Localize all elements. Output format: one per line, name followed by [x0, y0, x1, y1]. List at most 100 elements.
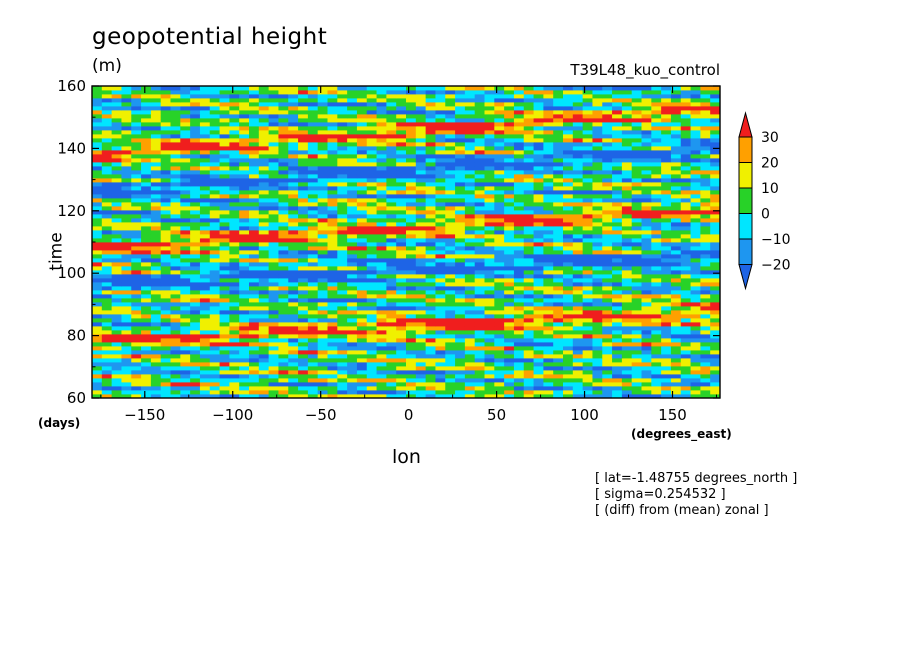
- heatmap-cell: [406, 190, 417, 195]
- heatmap-cell: [425, 394, 436, 399]
- heatmap-cell: [258, 290, 270, 295]
- heatmap-cell: [494, 350, 505, 355]
- heatmap-cell: [415, 210, 427, 215]
- heatmap-cell: [455, 250, 466, 255]
- heatmap-cell: [92, 370, 103, 375]
- heatmap-cell: [298, 198, 309, 203]
- heatmap-cell: [533, 334, 544, 339]
- heatmap-cell: [592, 170, 603, 175]
- heatmap-cell: [337, 394, 348, 399]
- heatmap-cell: [366, 278, 377, 283]
- heatmap-cell: [337, 206, 348, 211]
- heatmap-cell: [563, 226, 574, 231]
- heatmap-cell: [455, 134, 466, 139]
- heatmap-cell: [641, 334, 652, 339]
- heatmap-cell: [396, 274, 407, 279]
- heatmap-cell: [513, 294, 525, 299]
- heatmap-cell: [278, 310, 289, 315]
- experiment-label: T39L48_kuo_control: [570, 61, 720, 79]
- heatmap-cell: [209, 362, 220, 367]
- heatmap-cell: [523, 122, 534, 127]
- heatmap-cell: [572, 102, 584, 107]
- heatmap-cell: [101, 346, 113, 351]
- heatmap-cell: [249, 282, 260, 287]
- heatmap-cell: [464, 306, 476, 311]
- heatmap-cell: [484, 262, 495, 267]
- heatmap-cell: [249, 86, 260, 91]
- heatmap-cell: [513, 254, 525, 259]
- heatmap-cell: [710, 286, 721, 291]
- heatmap-cell: [455, 174, 466, 179]
- heatmap-cell: [396, 390, 407, 395]
- heatmap-cell: [386, 98, 397, 103]
- heatmap-cell: [386, 166, 397, 171]
- heatmap-cell: [337, 362, 348, 367]
- heatmap-cell: [563, 126, 574, 131]
- heatmap-cell: [455, 226, 466, 231]
- heatmap-cell: [621, 142, 633, 147]
- heatmap-cell: [141, 302, 152, 307]
- heatmap-cell: [415, 142, 427, 147]
- heatmap-cell: [347, 130, 358, 135]
- heatmap-cell: [396, 170, 407, 175]
- heatmap-cell: [582, 186, 593, 191]
- heatmap-cell: [700, 306, 711, 311]
- heatmap-cell: [376, 310, 387, 315]
- heatmap-cell: [229, 394, 240, 399]
- heatmap-cell: [533, 394, 544, 399]
- heatmap-cell: [464, 302, 476, 307]
- heatmap-cell: [513, 298, 525, 303]
- heatmap-cell: [239, 190, 250, 195]
- heatmap-cell: [543, 146, 554, 151]
- heatmap-cell: [92, 346, 103, 351]
- heatmap-cell: [356, 290, 368, 295]
- heatmap-cell: [366, 150, 377, 155]
- heatmap-cell: [121, 134, 132, 139]
- heatmap-cell: [160, 326, 171, 331]
- heatmap-cell: [249, 334, 260, 339]
- heatmap-cell: [661, 94, 672, 99]
- heatmap-cell: [307, 214, 319, 219]
- heatmap-cell: [347, 114, 358, 119]
- heatmap-cell: [445, 198, 456, 203]
- heatmap-cell: [307, 318, 319, 323]
- heatmap-cell: [327, 374, 338, 379]
- heatmap-cell: [199, 106, 211, 111]
- heatmap-cell: [445, 294, 456, 299]
- heatmap-cell: [121, 222, 132, 227]
- heatmap-cell: [209, 198, 220, 203]
- heatmap-cell: [592, 110, 603, 115]
- heatmap-cell: [484, 206, 495, 211]
- heatmap-cell: [307, 342, 319, 347]
- heatmap-cell: [337, 258, 348, 263]
- heatmap-cell: [347, 282, 358, 287]
- heatmap-cell: [582, 246, 593, 251]
- heatmap-cell: [631, 114, 642, 119]
- heatmap-cell: [209, 298, 220, 303]
- heatmap-cell: [298, 390, 309, 395]
- heatmap-cell: [386, 254, 397, 259]
- heatmap-cell: [337, 122, 348, 127]
- heatmap-cell: [700, 98, 711, 103]
- heatmap-cell: [92, 306, 103, 311]
- heatmap-cell: [356, 326, 368, 331]
- heatmap-cell: [513, 186, 525, 191]
- heatmap-cell: [170, 270, 181, 275]
- heatmap-cell: [219, 354, 230, 359]
- heatmap-cell: [651, 262, 662, 267]
- heatmap-cell: [268, 294, 279, 299]
- heatmap-cell: [612, 150, 623, 155]
- heatmap-cell: [288, 146, 299, 151]
- heatmap-cell: [288, 162, 299, 167]
- heatmap-cell: [563, 142, 574, 147]
- heatmap-cell: [651, 206, 662, 211]
- heatmap-cell: [533, 242, 544, 247]
- heatmap-cell: [199, 306, 211, 311]
- heatmap-cell: [435, 386, 446, 391]
- heatmap-cell: [631, 318, 642, 323]
- heatmap-cell: [199, 230, 211, 235]
- heatmap-cell: [474, 266, 485, 271]
- heatmap-cell: [464, 338, 476, 343]
- heatmap-cell: [121, 154, 132, 159]
- heatmap-cell: [209, 114, 220, 119]
